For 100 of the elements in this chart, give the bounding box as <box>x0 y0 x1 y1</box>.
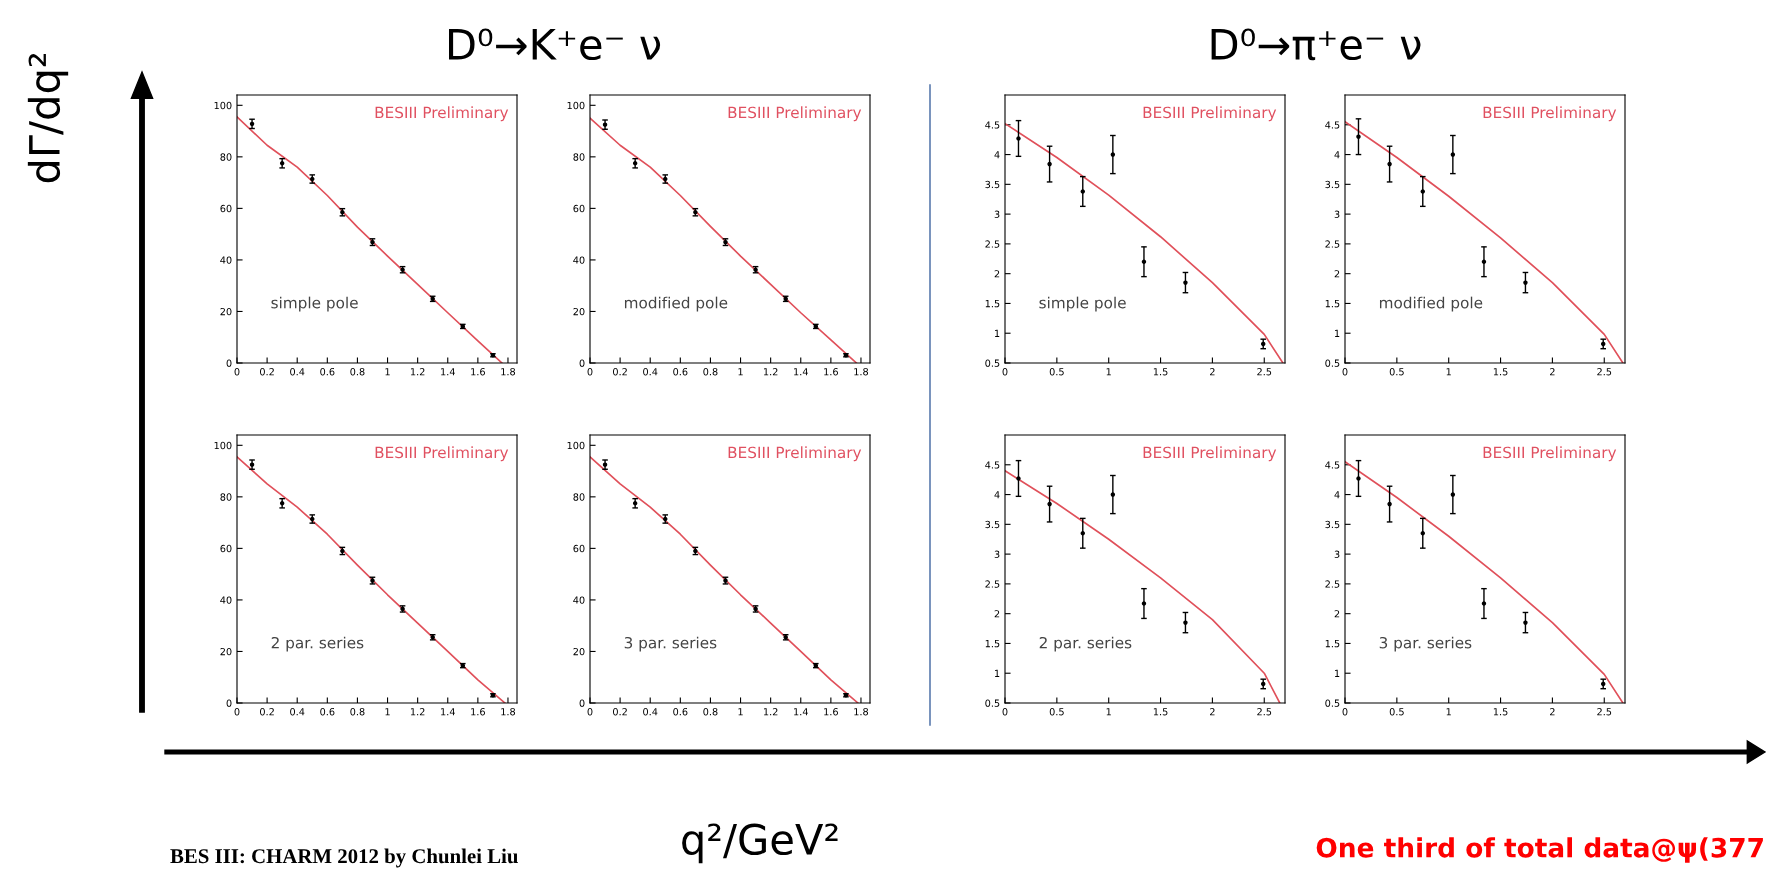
x-tick-label: 1.6 <box>824 368 838 376</box>
point <box>1183 620 1188 625</box>
y-tick-label: 0.5 <box>1325 699 1340 707</box>
y-tick-label: 20 <box>573 647 585 656</box>
x-tick-label: 0.4 <box>643 708 658 716</box>
x-tick-label: 0.4 <box>643 368 658 376</box>
x-tick-label: 1 <box>1106 368 1111 376</box>
y-tick-label: 1 <box>1335 329 1340 337</box>
x-tick-label: 1.6 <box>824 708 838 716</box>
x-tick-label: 0.4 <box>290 368 305 376</box>
y-tick-label: 3 <box>994 550 1000 558</box>
y-tick-label: 2.5 <box>1325 580 1340 588</box>
point <box>1110 492 1116 497</box>
text: One third of total data@ψ(377 <box>1316 837 1763 863</box>
x-tick-label: 1.2 <box>763 368 778 376</box>
x-axis-title: q²/GeV² <box>682 823 838 864</box>
y-tick-label: 3.5 <box>1325 520 1340 529</box>
chart-title: D⁰→π⁺e⁻ ν <box>1211 28 1421 61</box>
x-tick-label: 1 <box>385 708 390 716</box>
y-tick-label: 3.5 <box>985 180 1000 189</box>
y-tick-label: 0.5 <box>985 359 1000 367</box>
point <box>279 161 285 166</box>
x-tick-label: 1.6 <box>471 368 485 376</box>
x-tick-label: 0 <box>1342 708 1348 716</box>
x-tick-label: 1 <box>1446 708 1451 716</box>
x-tick-label: 2.5 <box>1597 708 1612 716</box>
y-tick-label: 60 <box>220 204 232 213</box>
y-tick-label: 0.5 <box>1325 359 1340 367</box>
x-tick-label: 2 <box>1550 708 1555 716</box>
x-tick-label: 2.5 <box>1257 368 1272 376</box>
x-tick-label: 1.8 <box>501 368 516 376</box>
y-tick-label: 1.5 <box>1325 300 1340 308</box>
x-tick-label: 1.5 <box>1493 708 1508 716</box>
point <box>1016 476 1021 481</box>
y-tick-label: 1 <box>995 329 1000 337</box>
x-tick-label: 0.6 <box>673 708 688 716</box>
x-tick-label: 0.5 <box>1389 368 1404 376</box>
y-tick-label: 40 <box>220 256 232 264</box>
y-tick-label: 20 <box>220 307 232 316</box>
x-tick-label: 0.8 <box>350 368 365 376</box>
x-tick-label: 1.8 <box>854 708 869 716</box>
y-tick-label: 100 <box>567 441 585 450</box>
x-tick-label: 1 <box>385 368 390 376</box>
x-tick-label: 1.2 <box>410 708 425 716</box>
annotation: modified pole <box>1379 296 1483 312</box>
point <box>1450 492 1456 497</box>
x-tick-label: 1.8 <box>501 708 516 716</box>
y-tick-label: 2 <box>1334 610 1340 618</box>
point <box>632 501 638 506</box>
y-tick-label: 4.5 <box>985 121 1000 129</box>
y-tick-label: 100 <box>214 441 232 450</box>
annotation: BESIII Preliminary <box>728 446 862 462</box>
annotation: 2 par. series <box>1039 636 1132 652</box>
x-tick-label: 0 <box>1002 708 1008 716</box>
annotation: BESIII Preliminary <box>1143 106 1277 122</box>
y-tick-label: 60 <box>220 544 232 553</box>
y-axis-title: dΓ/dq² <box>27 53 69 183</box>
y-tick-label: 4.5 <box>1325 121 1340 129</box>
x-tick-label: 2.5 <box>1597 368 1612 376</box>
point <box>1387 161 1392 167</box>
x-tick-label: 1.2 <box>410 368 425 376</box>
x-tick-label: 1.4 <box>794 368 808 376</box>
point <box>1356 134 1361 139</box>
x-tick-label: 0.5 <box>1049 368 1064 376</box>
x-tick-label: 1.2 <box>763 708 778 716</box>
point <box>1356 476 1361 481</box>
x-tick-label: 0.6 <box>320 708 335 716</box>
y-tick-label: 60 <box>573 544 585 553</box>
y-tick-label: 2.5 <box>1325 240 1340 248</box>
x-tick-label: 1.6 <box>471 708 485 716</box>
y-tick-label: 100 <box>567 101 585 110</box>
x-tick-label: 0 <box>234 368 240 376</box>
point <box>632 161 638 166</box>
annotation: modified pole <box>624 296 728 312</box>
y-tick-label: 1 <box>1335 669 1340 677</box>
y-tick-label: 3.5 <box>985 520 1000 529</box>
x-tick-label: 0.6 <box>320 368 335 376</box>
text: BES III: CHARM 2012 by Chunlei Liu <box>170 848 518 868</box>
point <box>1047 501 1052 507</box>
y-tick-label: 4 <box>1334 151 1340 159</box>
y-tick-label: 4 <box>994 491 1000 499</box>
x-tick-label: 0.2 <box>260 708 274 716</box>
x-tick-label: 0.2 <box>260 368 274 376</box>
annotation: 2 par. series <box>271 636 364 652</box>
x-tick-label: 1 <box>738 368 743 376</box>
point <box>1080 189 1086 194</box>
x-tick-label: 0.8 <box>703 368 718 376</box>
point <box>1141 259 1147 264</box>
y-tick-label: 1 <box>995 669 1000 677</box>
y-tick-label: 2.5 <box>985 580 1000 588</box>
y-tick-label: 20 <box>220 647 232 656</box>
annotation: BESIII Preliminary <box>375 106 509 122</box>
y-tick-label: 2 <box>1334 270 1340 278</box>
point <box>1016 136 1021 141</box>
y-tick-label: 40 <box>573 256 585 264</box>
point <box>1420 189 1426 194</box>
y-tick-label: 0 <box>579 699 585 707</box>
y-tick-label: 0 <box>579 359 585 367</box>
x-tick-label: 0.4 <box>290 708 305 716</box>
y-tick-label: 80 <box>220 153 232 161</box>
